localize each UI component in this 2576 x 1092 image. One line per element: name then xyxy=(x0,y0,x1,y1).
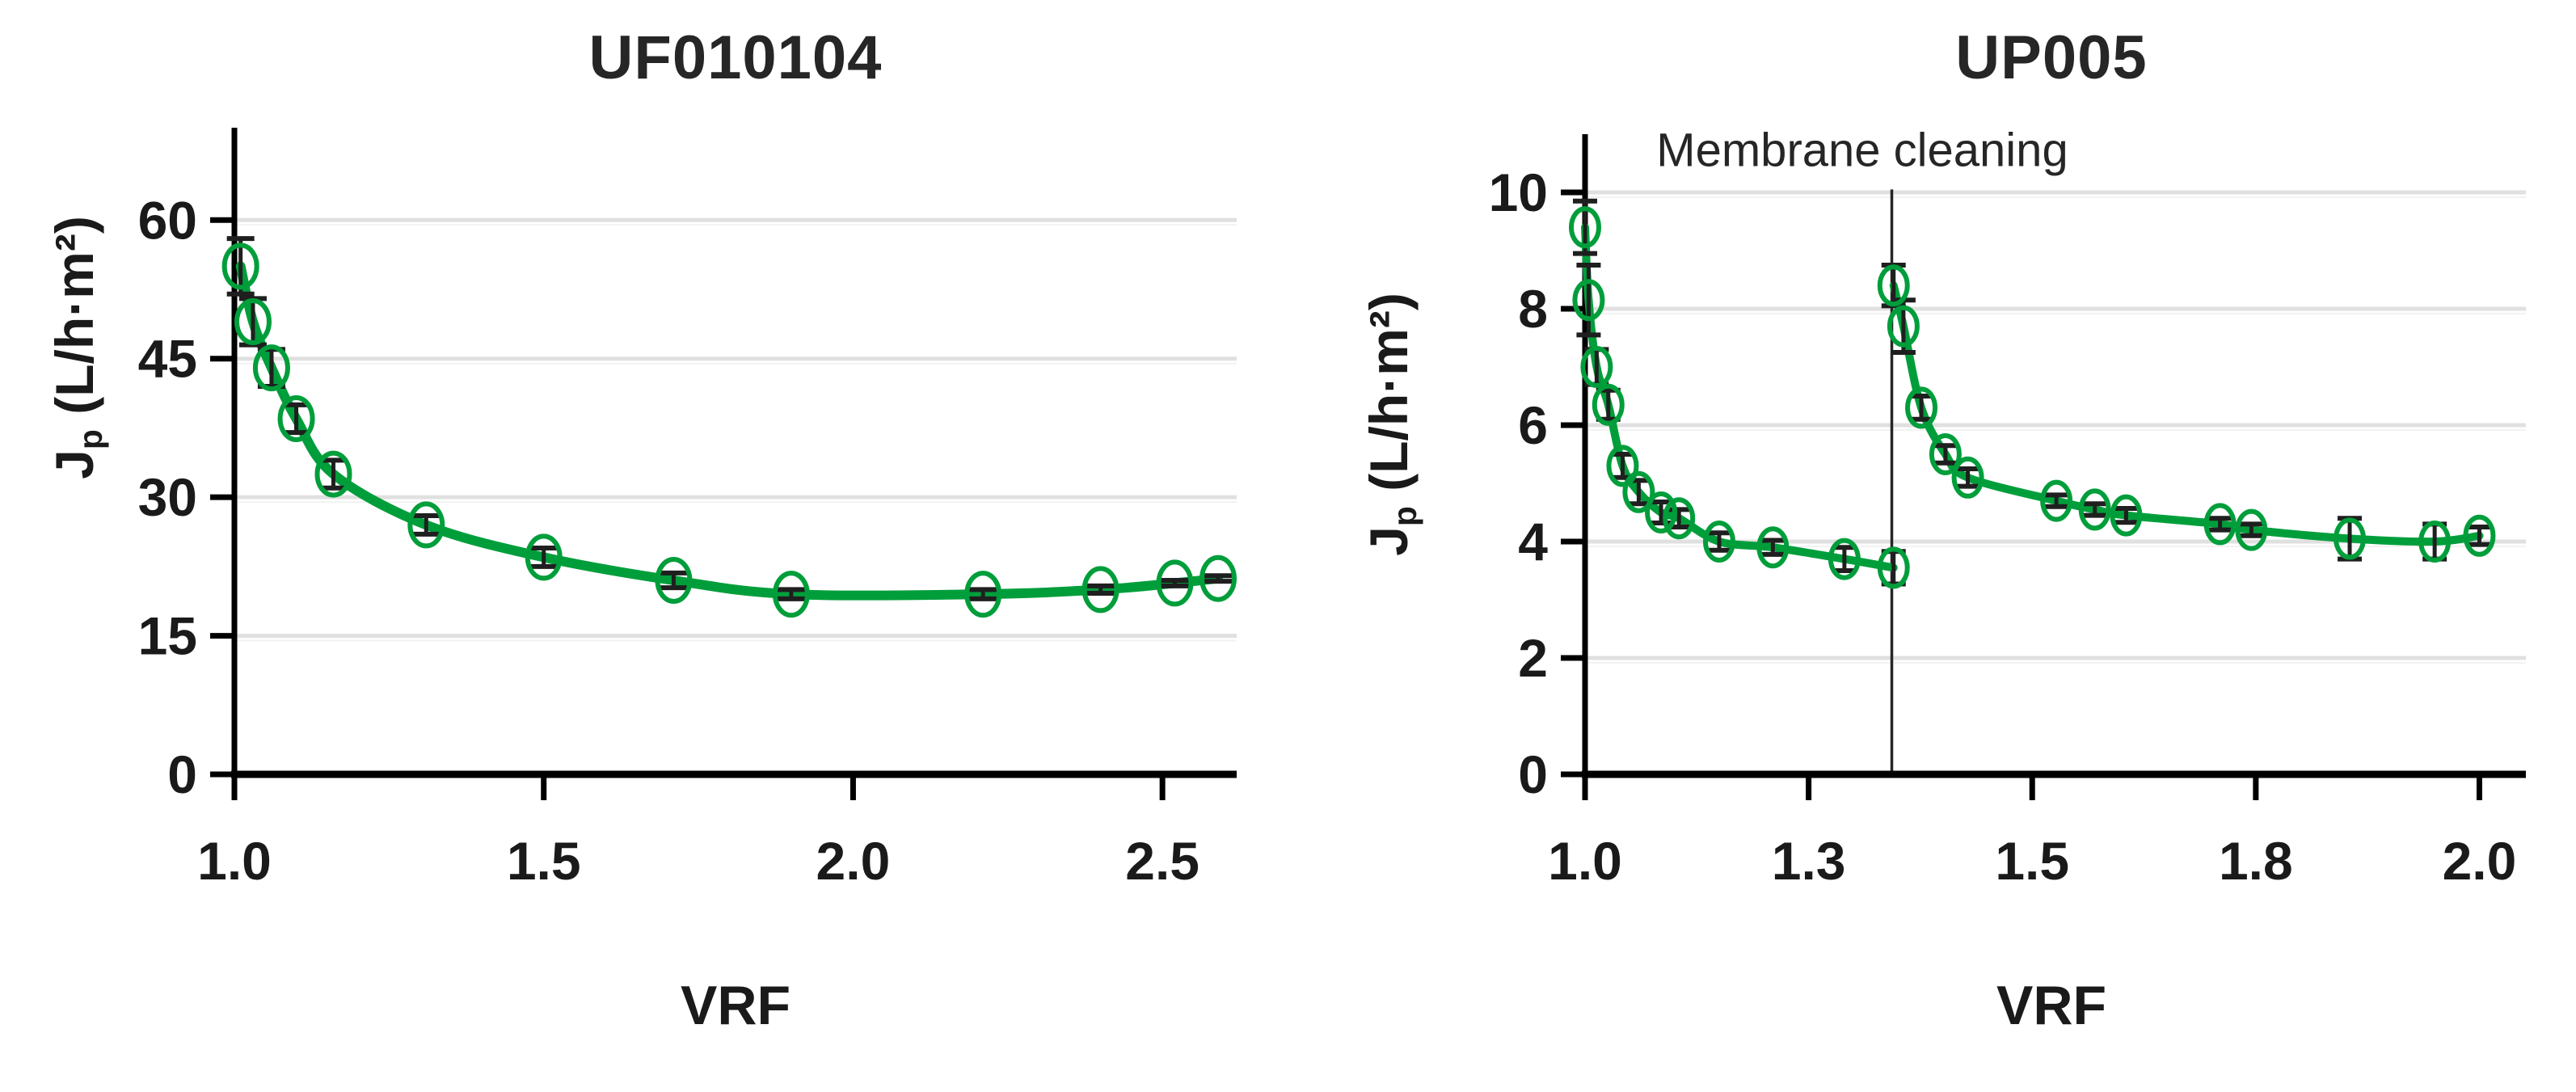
data-point-marker xyxy=(2040,479,2073,522)
x-axis-label-left: VRF xyxy=(681,975,791,1036)
data-point-marker xyxy=(1828,538,1861,580)
error-bars xyxy=(1573,198,1906,587)
data-markers xyxy=(1569,206,1910,589)
chart-title-uf010104: UF010104 xyxy=(588,23,883,92)
chart-svg-up005: Membrane cleaning 0 2 4 6 8 10 1.0 1.3 1.5 1.8 2.0 xyxy=(1489,124,2526,891)
data-point-marker xyxy=(2463,514,2496,557)
y-tick-label: 2 xyxy=(1518,628,1548,688)
data-markers xyxy=(221,242,1237,618)
chart-panel-uf010104: UF010104 Jp (L/h·m²) 0 15 30 45 60 1.0 1.5 2.0 2… xyxy=(44,23,1237,1036)
data-point-marker xyxy=(1951,456,1984,499)
data-point-marker xyxy=(1645,491,1678,533)
x-tick-label: 2.5 xyxy=(1125,831,1199,891)
y-tick-label: 0 xyxy=(1518,744,1548,804)
series-line xyxy=(1581,223,1898,572)
chart-svg-uf010104: 0 15 30 45 60 1.0 1.5 2.0 2.5 xyxy=(138,128,1237,891)
gridlines xyxy=(1585,190,2526,664)
data-point-marker xyxy=(1199,554,1237,602)
y-tick-label: 6 xyxy=(1518,395,1548,455)
y-tick-label: 8 xyxy=(1518,279,1548,339)
data-point-marker xyxy=(1877,264,1910,307)
series-1 xyxy=(1877,263,2496,563)
x-tick-label: 1.0 xyxy=(197,831,272,891)
axes: 0 15 30 45 60 1.0 1.5 2.0 2.5 xyxy=(138,128,1237,891)
data-point-marker xyxy=(2334,517,2367,560)
chart-panel-up005: UP005 Jp (L/h·m²) Membrane cleaning 0 2 4 6 8… xyxy=(1288,0,2576,1092)
data-point-marker xyxy=(1929,433,1962,475)
data-markers xyxy=(1877,264,2496,563)
data-point-marker xyxy=(772,571,810,618)
error-bars xyxy=(226,236,1233,601)
series-0 xyxy=(1569,198,1910,589)
data-point-marker xyxy=(2078,488,2111,531)
series-0 xyxy=(221,236,1237,618)
data-point-marker xyxy=(1606,445,1639,487)
data-point-marker xyxy=(964,571,1002,618)
x-tick-label: 2.0 xyxy=(2443,831,2517,891)
data-point-marker xyxy=(1580,346,1613,388)
data-point-marker xyxy=(1081,566,1119,613)
y-tick-label: 60 xyxy=(138,190,197,250)
series-line xyxy=(1889,281,2484,546)
x-tick-label: 1.0 xyxy=(1548,831,1622,891)
x-tick-label: 1.5 xyxy=(1995,831,2069,891)
data-point-marker xyxy=(407,501,445,549)
data-point-marker xyxy=(1156,559,1194,607)
data-point-marker xyxy=(655,557,693,604)
data-point-marker xyxy=(277,395,315,442)
data-point-marker xyxy=(2110,494,2143,537)
data-point-marker xyxy=(234,298,272,345)
x-tick-label: 2.0 xyxy=(816,831,891,891)
x-tick-label: 1.3 xyxy=(1772,831,1846,891)
data-point-marker xyxy=(2203,503,2237,546)
data-point-marker xyxy=(1887,305,1920,348)
data-point-marker xyxy=(1905,386,1938,429)
data-point-marker xyxy=(1622,470,1655,513)
axes: 0 2 4 6 8 10 1.0 1.3 1.5 1.8 2.0 xyxy=(1489,134,2526,891)
data-point-marker xyxy=(1592,383,1625,426)
y-tick-label: 10 xyxy=(1489,162,1548,222)
x-tick-label: 1.8 xyxy=(2219,831,2293,891)
membrane-cleaning-label: Membrane cleaning xyxy=(1656,124,2068,177)
data-point-marker xyxy=(221,242,259,290)
data-point-marker xyxy=(252,344,290,392)
data-point-marker xyxy=(2418,521,2452,563)
series-line xyxy=(235,261,1223,601)
gridlines xyxy=(234,217,1237,642)
data-point-marker xyxy=(1569,206,1601,249)
y-tick-label: 45 xyxy=(138,329,197,389)
data-point-marker xyxy=(1663,497,1696,540)
y-tick-label: 30 xyxy=(138,467,197,527)
chart-title-up005: UP005 xyxy=(1955,23,2148,92)
y-tick-label: 4 xyxy=(1518,512,1548,571)
data-point-marker xyxy=(525,533,563,581)
data-point-marker xyxy=(1756,526,1790,569)
y-tick-label: 15 xyxy=(138,606,197,666)
x-axis-label-right: VRF xyxy=(1996,975,2106,1036)
x-tick-label: 1.5 xyxy=(507,831,581,891)
y-tick-label: 0 xyxy=(167,744,197,804)
data-point-marker xyxy=(314,450,352,498)
data-point-marker xyxy=(1877,546,1910,589)
annotation-membrane-cleaning: Membrane cleaning xyxy=(1656,124,2068,774)
data-point-marker xyxy=(1702,521,1735,563)
data-point-marker xyxy=(1572,279,1605,322)
data-point-marker xyxy=(2235,508,2268,551)
